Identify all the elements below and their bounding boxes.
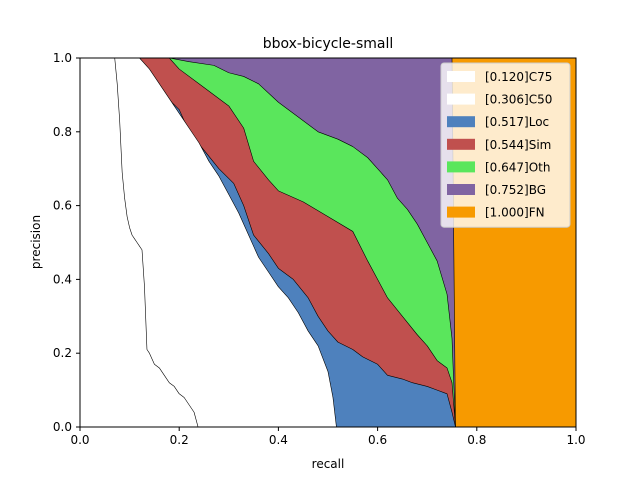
- axes-frame: [79, 57, 577, 428]
- y-tick-label: 0.0: [53, 420, 72, 434]
- legend-entry-label: [0.752]BG: [485, 183, 546, 197]
- y-tick-label: 0.8: [53, 125, 72, 139]
- legend-entry-label: [0.517]Loc: [485, 115, 549, 129]
- x-tick-label: 0.8: [467, 433, 486, 447]
- y-tick-label: 0.4: [53, 272, 72, 286]
- legend: [0.120]C75 [0.306]C50 [0.517]Loc [0.544]Sim…: [440, 62, 571, 228]
- legend-swatch: [447, 71, 475, 82]
- legend-swatch: [447, 161, 475, 173]
- x-tick-label: 0.6: [368, 433, 387, 447]
- x-tick-label: 0.4: [269, 433, 288, 447]
- legend-swatch: [447, 93, 475, 105]
- x-tick-label: 0.0: [70, 433, 89, 447]
- y-tick-label: 0.2: [53, 346, 72, 360]
- legend-swatch: [447, 184, 475, 195]
- x-tick-label: 0.2: [170, 433, 189, 447]
- legend-entry-label: [0.544]Sim: [485, 138, 551, 152]
- legend-entry-label: [0.647]Oth: [485, 160, 550, 174]
- x-axis-label: recall: [312, 457, 345, 471]
- legend-swatch: [447, 138, 475, 150]
- x-tick-label: 1.0: [566, 433, 585, 447]
- chart-title: bbox-bicycle-small: [263, 36, 394, 52]
- legend-entry-label: [0.120]C75: [485, 70, 552, 84]
- legend-swatch: [447, 206, 475, 218]
- plot-area: [80, 58, 576, 427]
- legend-swatch: [447, 116, 475, 128]
- legend-entry-label: [0.306]C50: [485, 93, 552, 107]
- area-0-120-c75: [80, 58, 199, 427]
- y-tick-label: 1.0: [53, 51, 72, 65]
- axes: 0.0 0.2 0.4 0.6 0.8 1.0 0.0 0.2 0.4 0.6 0.8 1.0: [53, 51, 586, 447]
- legend-entry-label: [1.000]FN: [485, 206, 545, 220]
- y-axis-label: precision: [29, 215, 43, 269]
- y-tick-label: 0.6: [53, 199, 72, 213]
